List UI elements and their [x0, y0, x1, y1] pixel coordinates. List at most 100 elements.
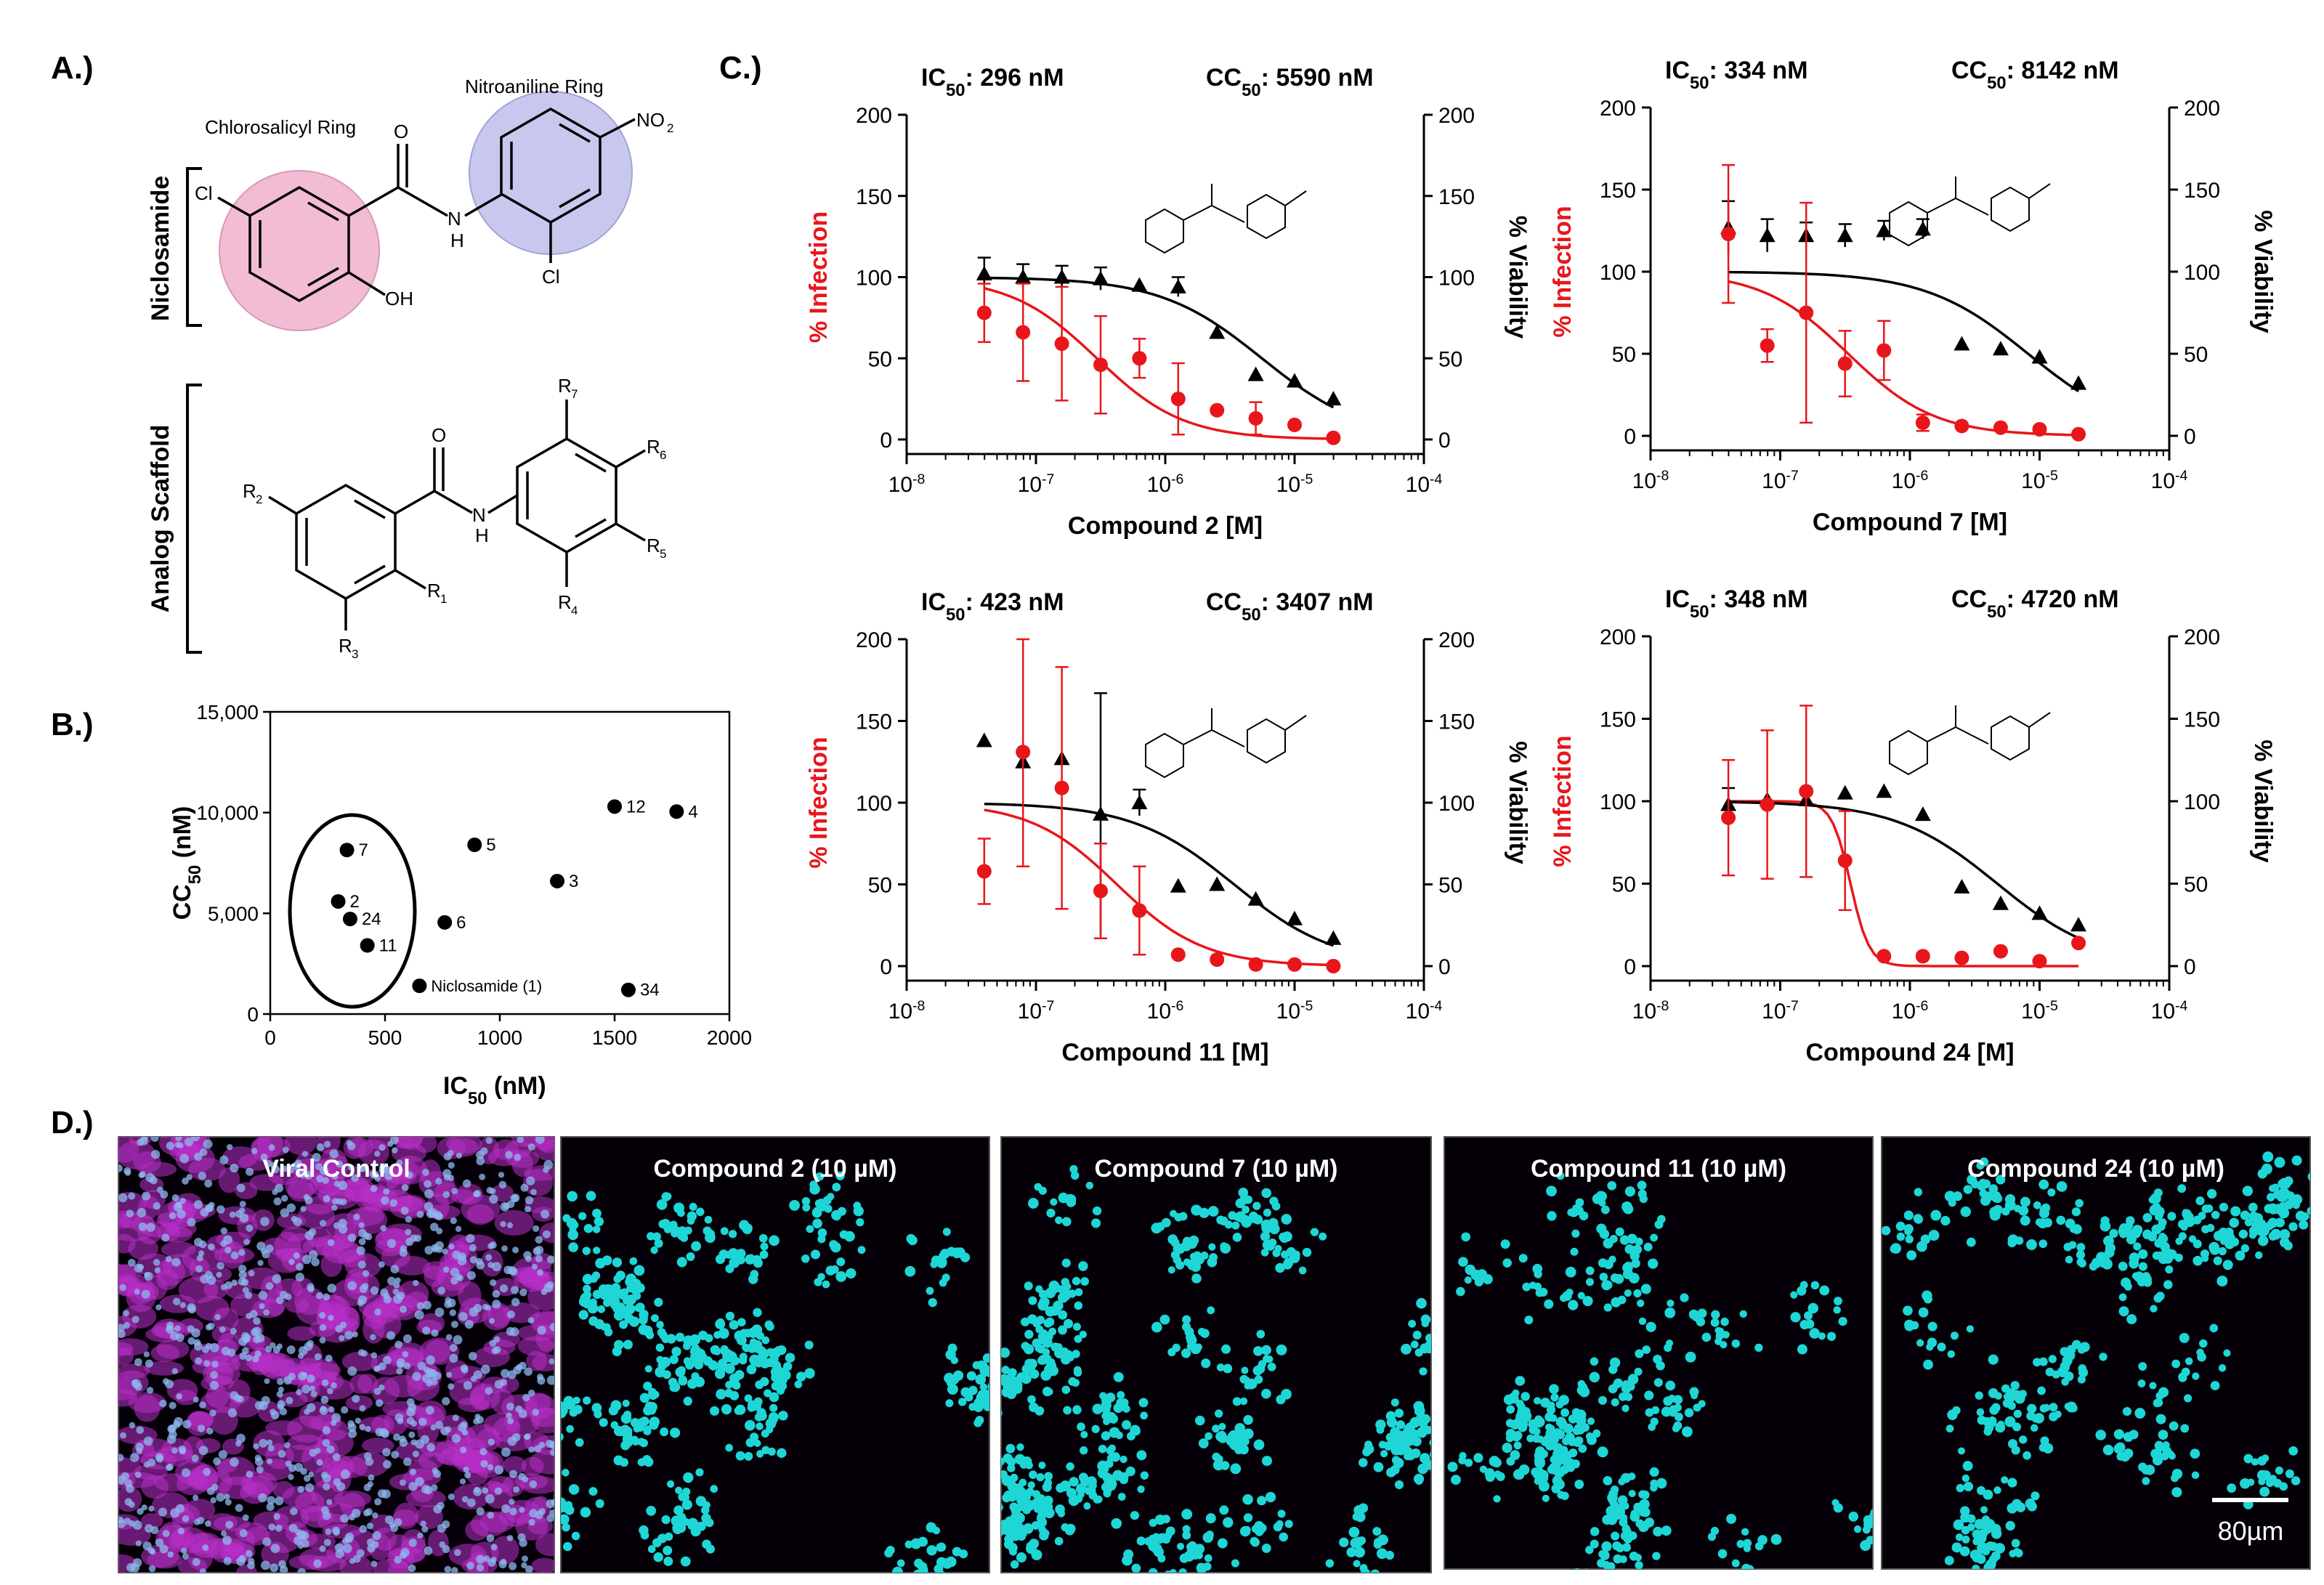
nucleus: [1831, 1499, 1839, 1507]
infected-cell: [391, 1143, 427, 1164]
ring-right: [1247, 193, 1286, 240]
nucleus: [2178, 1232, 2187, 1241]
infected-cell: [288, 1554, 329, 1570]
nucleus: [1975, 1391, 1983, 1400]
nucleus: [2165, 1265, 2174, 1274]
nucleus: [270, 1411, 280, 1419]
nucleus: [1394, 1480, 1404, 1490]
nucleus: [1715, 1331, 1724, 1340]
nucleus: [297, 1353, 304, 1359]
nucleus: [1182, 1236, 1192, 1246]
nucleus: [177, 1209, 186, 1219]
scatter-x-axis-label: IC50 (nM): [443, 1072, 546, 1108]
nucleus: [169, 1331, 179, 1341]
nucleus: [245, 1549, 253, 1557]
nucleus: [468, 1352, 477, 1361]
nucleus: [479, 1448, 487, 1456]
nucleus: [171, 1257, 181, 1267]
nucleus: [2038, 1357, 2048, 1366]
nucleus: [2171, 1487, 2182, 1498]
nucleus: [1260, 1231, 1271, 1241]
infection-point: [2032, 954, 2047, 969]
nucleus: [340, 1470, 350, 1479]
nucleus: [2291, 1155, 2302, 1166]
nucleus: [2071, 1207, 2081, 1217]
nucleus: [968, 1385, 978, 1395]
nucleus: [689, 1202, 697, 1211]
nucleus: [448, 1244, 455, 1250]
viability-point: [1914, 221, 1931, 236]
nucleus: [2251, 1220, 2262, 1231]
nucleus: [1629, 1512, 1640, 1522]
nucleus: [491, 1262, 501, 1272]
nucleus: [1601, 1541, 1612, 1552]
nucleus: [380, 1225, 387, 1232]
nucleus: [697, 1353, 708, 1363]
nucleus: [1386, 1416, 1398, 1428]
nucleus: [409, 1468, 416, 1475]
nucleus: [1549, 1384, 1559, 1395]
nucleus: [1409, 1416, 1421, 1428]
nucleus: [2115, 1442, 2126, 1453]
nucleus: [2038, 1179, 2049, 1190]
nucleus: [687, 1217, 695, 1225]
compound-structure-inset: [1145, 708, 1307, 779]
nucleus: [1456, 1286, 1465, 1297]
left-axis-label: % Infection: [1549, 206, 1576, 337]
nucleus: [309, 1385, 316, 1392]
nucleus: [1993, 1204, 2003, 1215]
nucleus: [578, 1212, 587, 1220]
nucleus: [138, 1222, 147, 1231]
nucleus: [801, 1254, 810, 1263]
nucleus: [1045, 1287, 1056, 1299]
nucleus: [942, 1228, 951, 1236]
nucleus: [2229, 1217, 2239, 1228]
infected-cell: [187, 1465, 219, 1490]
nucleus: [1484, 1468, 1495, 1479]
nucleus: [297, 1568, 307, 1573]
nucleus: [1220, 1242, 1228, 1250]
nucleus: [1201, 1358, 1211, 1369]
nucleus: [118, 1323, 126, 1332]
nucleus: [2243, 1454, 2254, 1464]
nucleus: [436, 1228, 443, 1235]
nucleus: [708, 1360, 718, 1370]
nucleus: [219, 1155, 229, 1165]
nucleus: [331, 1382, 337, 1389]
infection-point: [1760, 338, 1775, 353]
nucleus: [238, 1554, 247, 1562]
nucleus: [642, 1325, 653, 1337]
nucleus: [608, 1406, 618, 1416]
nucleus: [523, 1251, 532, 1260]
xtick-label: 10-4: [1406, 998, 1443, 1023]
nucleus: [519, 1288, 527, 1297]
nucleus: [2162, 1441, 2170, 1449]
nucleus: [154, 1267, 161, 1273]
nucleus: [510, 1327, 519, 1337]
nucleus: [991, 1350, 1000, 1359]
nucleus: [2001, 1207, 2010, 1216]
infected-cell: [478, 1137, 500, 1165]
nucleus: [646, 1506, 657, 1516]
bond: [1927, 726, 1956, 742]
nucleus: [1661, 1525, 1672, 1536]
nucleus: [118, 1516, 124, 1524]
nucleus: [397, 1358, 405, 1367]
microscopy-label: Compound 24 (10 µM): [1967, 1155, 2224, 1183]
nucleus: [756, 1408, 766, 1418]
scatter-point-label: 34: [640, 981, 660, 1000]
nucleus: [1122, 1420, 1132, 1430]
scatter-ytick-label: 0: [247, 1003, 259, 1026]
left-ytick-label: 0: [1624, 425, 1636, 449]
nucleus: [2018, 1205, 2029, 1216]
nucleus: [448, 1162, 455, 1169]
niclosamide-bracket: [186, 167, 202, 327]
nucleus: [401, 1184, 409, 1191]
nucleus: [1978, 1178, 1988, 1188]
nucleus: [736, 1255, 745, 1265]
nucleus: [994, 1404, 1002, 1412]
nucleus: [652, 1232, 661, 1241]
nucleus: [2120, 1451, 2131, 1462]
nucleus: [1972, 1564, 1980, 1569]
nucleus: [2275, 1466, 2283, 1475]
